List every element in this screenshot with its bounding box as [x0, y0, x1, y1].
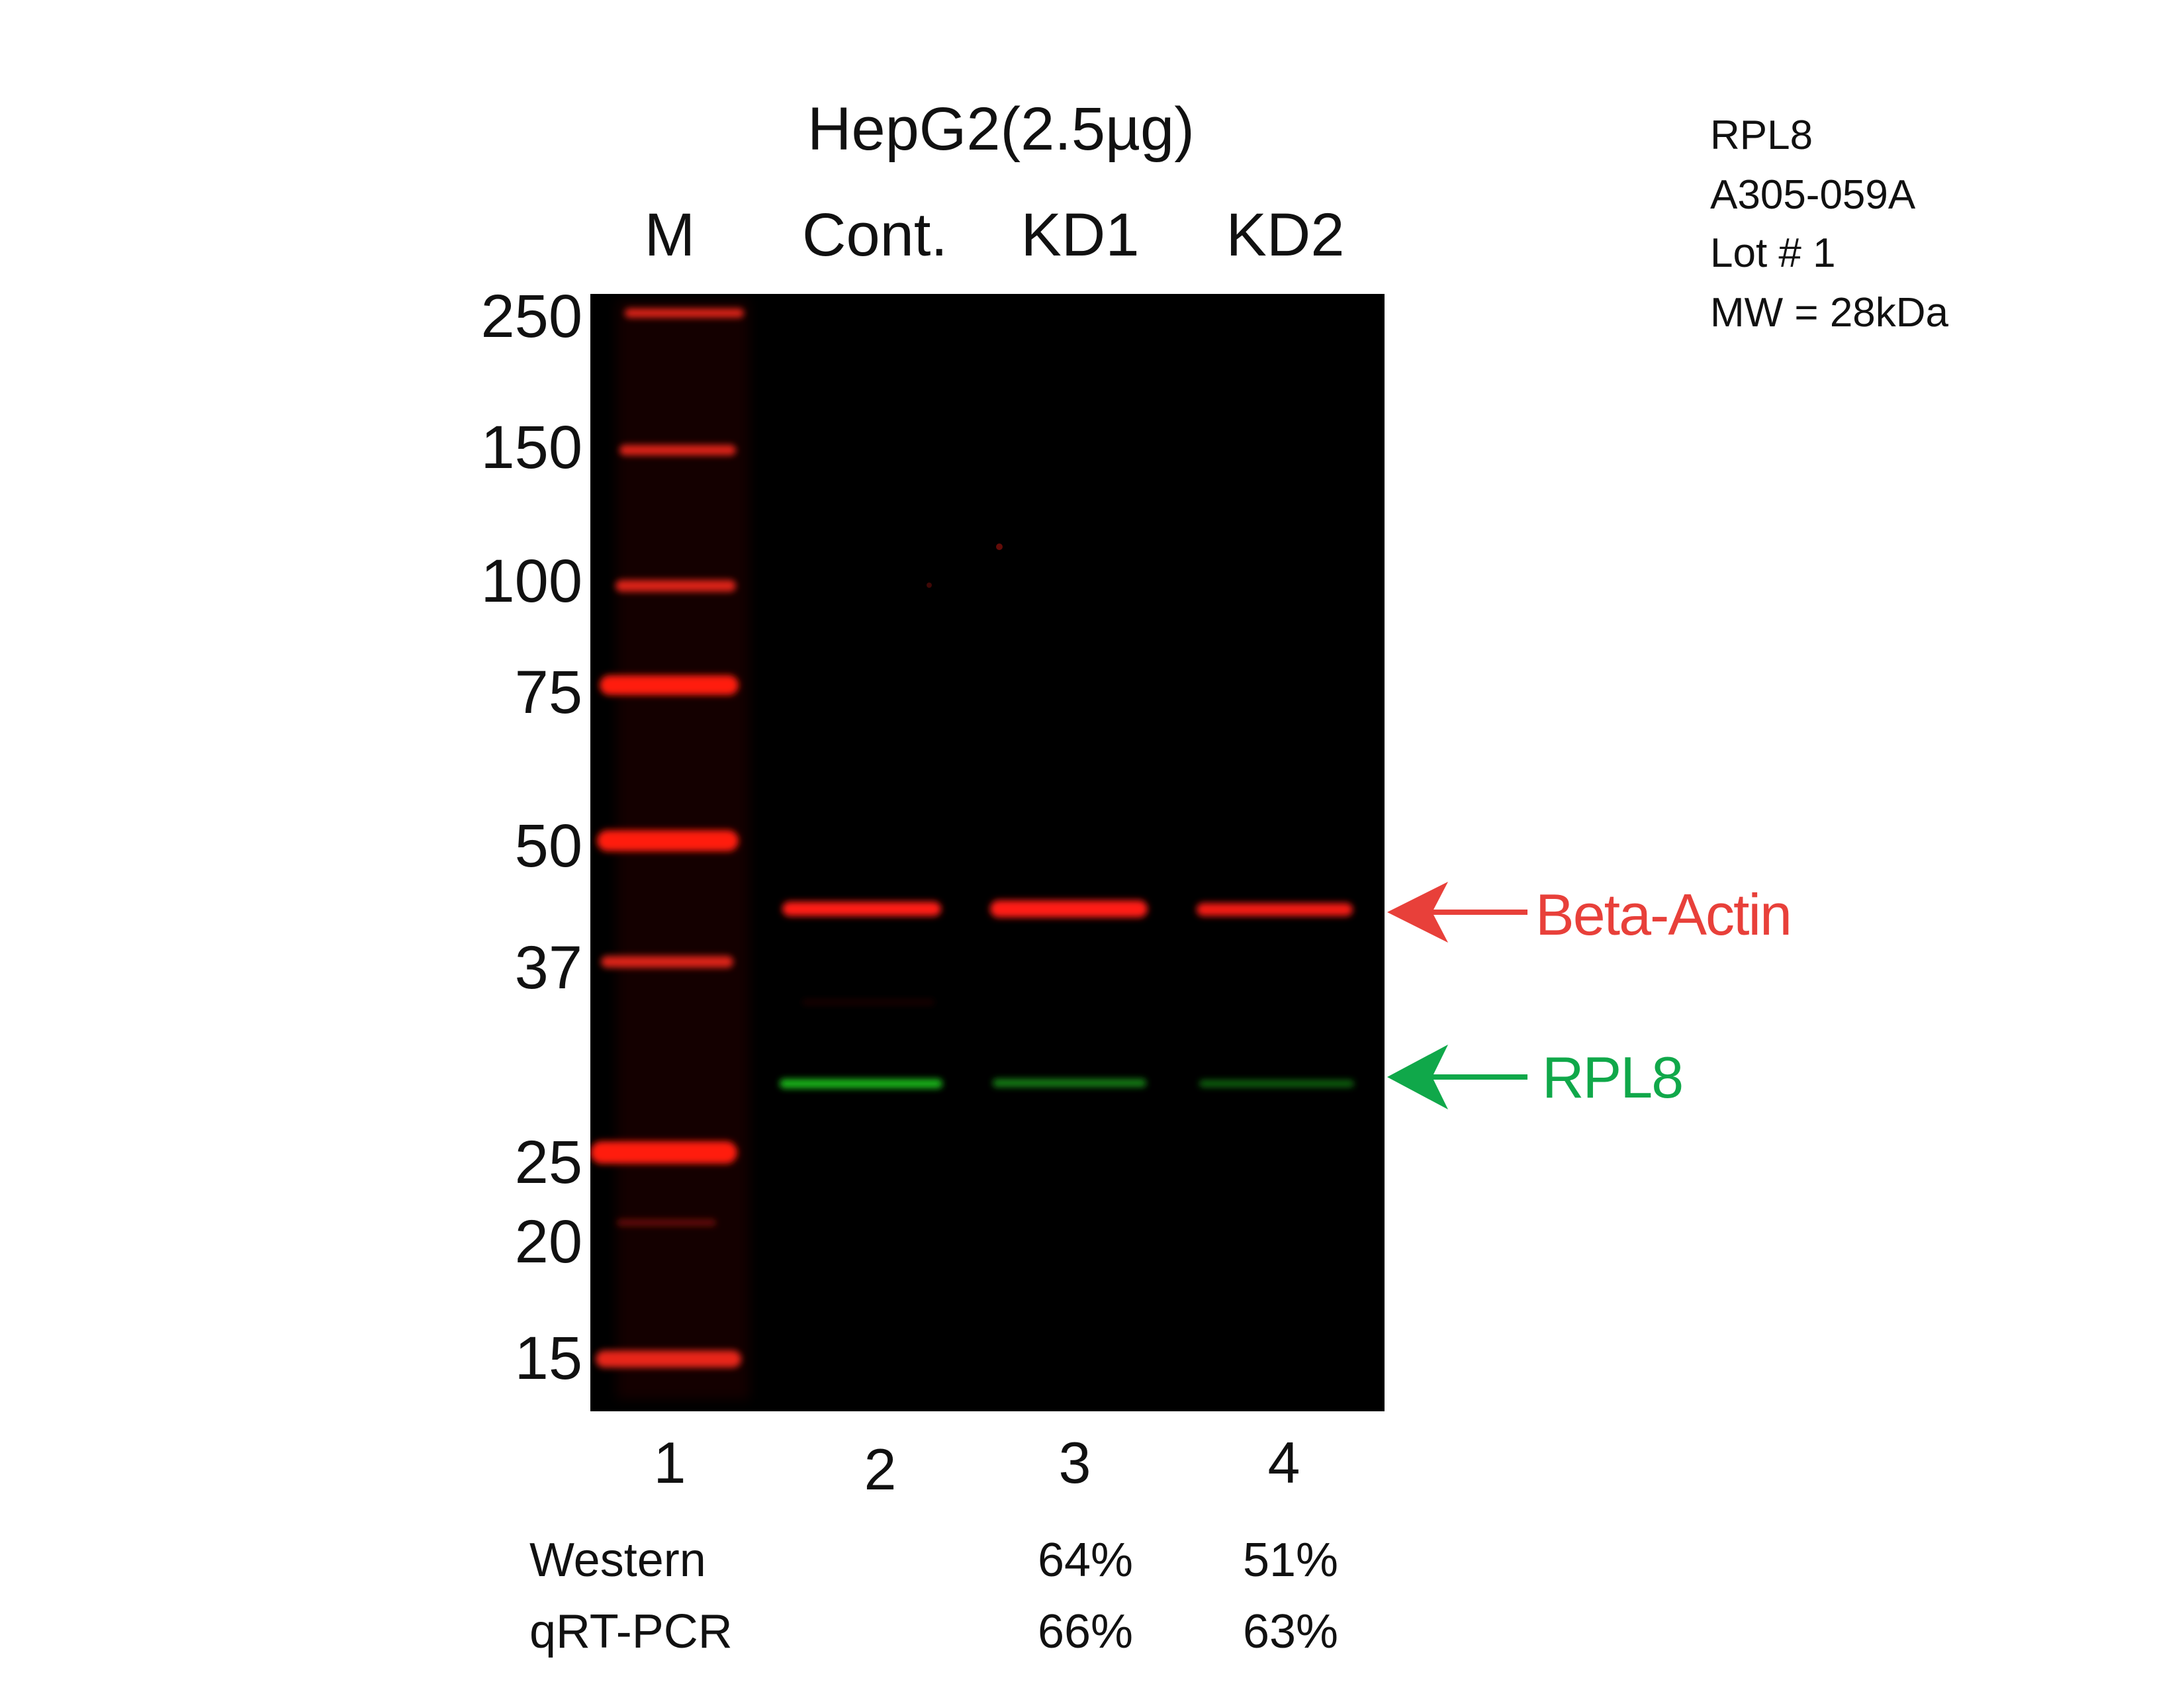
ladder-bands: [590, 308, 744, 1368]
faint-band: [802, 1000, 934, 1005]
ladder-band-50: [597, 830, 739, 851]
rpl8-band-lane3: [993, 1079, 1146, 1087]
marker-label-25: 25: [514, 1129, 582, 1196]
lane-number-2: 2: [864, 1436, 897, 1502]
marker-label-150: 150: [480, 414, 583, 481]
ladder-band-250: [625, 308, 744, 318]
sample-title: HepG2(2.5µg): [807, 95, 1195, 163]
western-blot-image: [590, 294, 1385, 1411]
actin-band-lane4: [1197, 903, 1353, 916]
speck: [927, 583, 932, 588]
info-lot: Lot # 1: [1710, 230, 1836, 276]
ladder-band-20: [617, 1219, 716, 1226]
quant-western-kd2: 51%: [1242, 1534, 1339, 1587]
info-mw: MW = 28kDa: [1710, 290, 1949, 336]
quant-qrtpcr-kd2: 63%: [1242, 1605, 1339, 1658]
quant-label-western: Western: [529, 1534, 706, 1587]
lane-number-4: 4: [1267, 1430, 1300, 1495]
lane-label-control: Cont.: [802, 201, 948, 269]
marker-label-250: 250: [480, 283, 583, 350]
quant-label-qrtpcr: qRT-PCR: [529, 1605, 733, 1658]
ladder-band-75: [600, 675, 739, 695]
rpl8-band-lane4: [1199, 1080, 1354, 1087]
ladder-band-37: [601, 956, 733, 968]
lane-number-1: 1: [653, 1430, 686, 1495]
speck: [996, 543, 1003, 550]
ladder-band-100: [615, 580, 736, 592]
info-catalog: A305-059A: [1710, 172, 1916, 218]
marker-label-50: 50: [514, 812, 582, 880]
actin-arrow: [1385, 879, 1530, 945]
lane-label-kd1: KD1: [1021, 201, 1140, 269]
ladder-band-15: [596, 1350, 741, 1368]
ladder-band-150: [619, 445, 736, 455]
rpl8-band-lane2: [780, 1079, 942, 1088]
actin-bands: [782, 900, 1353, 917]
marker-label-100: 100: [480, 547, 583, 615]
rpl8-label: RPL8: [1542, 1045, 1684, 1110]
quant-western-kd1: 64%: [1037, 1534, 1134, 1587]
ladder-band-25: [590, 1141, 737, 1164]
rpl8-bands: [780, 1079, 1354, 1088]
quant-qrtpcr-kd1: 66%: [1037, 1605, 1134, 1658]
lane-label-kd2: KD2: [1226, 201, 1345, 269]
actin-band-lane2: [782, 902, 941, 916]
marker-label-15: 15: [514, 1325, 582, 1392]
rpl8-arrow: [1385, 1041, 1530, 1113]
lane-label-marker: M: [644, 201, 696, 269]
marker-label-20: 20: [514, 1208, 582, 1276]
marker-label-75: 75: [514, 659, 582, 726]
info-target: RPL8: [1710, 113, 1813, 158]
actin-band-lane3: [990, 900, 1148, 917]
lane-number-3: 3: [1058, 1430, 1091, 1495]
marker-label-37: 37: [514, 934, 582, 1002]
actin-label: Beta-Actin: [1535, 882, 1792, 947]
blot-svg: [590, 294, 1385, 1411]
